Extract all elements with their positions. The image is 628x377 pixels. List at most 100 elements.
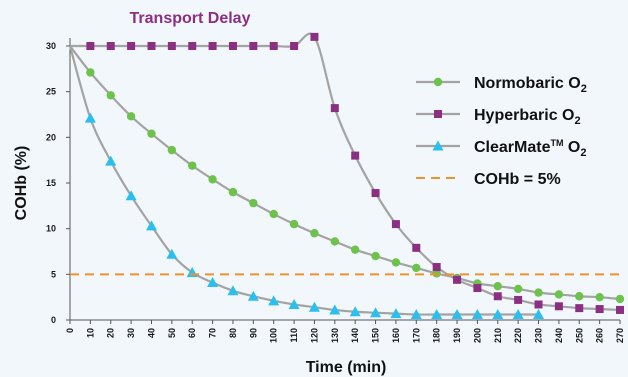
x-tick-label: 270 (615, 328, 625, 343)
x-tick-label: 60 (187, 328, 197, 338)
hyperbaric-point (249, 42, 258, 50)
clearmate-point (247, 290, 259, 301)
clearmate-point (125, 190, 137, 201)
legend-marker (433, 77, 443, 87)
clearmate-point (308, 301, 320, 312)
clearmate-point (207, 277, 219, 288)
normobaric-point (106, 91, 115, 100)
normobaric-point (208, 175, 217, 184)
normobaric-point (249, 198, 258, 208)
x-tick-label: 180 (432, 328, 442, 343)
legend: Normobaric O2 Hyperbaric O2 ClearMateTM O2… (416, 75, 587, 188)
clearmate-point (370, 307, 382, 318)
hyperbaric-point (575, 304, 584, 313)
clearmate-point (84, 112, 96, 123)
x-tick-label: 80 (228, 328, 238, 338)
hyperbaric-point (371, 189, 380, 198)
legend-label: Hyperbaric O2 (474, 107, 581, 127)
clearmate-point (471, 309, 483, 320)
hyperbaric-point (290, 42, 299, 50)
x-tick-label: 210 (493, 328, 503, 343)
normobaric-point (228, 187, 238, 197)
hyperbaric-point (432, 263, 441, 272)
y-tick-label: 5 (51, 269, 56, 279)
clearmate-point (268, 295, 280, 306)
normobaric-point (188, 161, 197, 170)
hyperbaric-point (269, 42, 278, 50)
hyperbaric-series (70, 32, 624, 314)
hyperbaric-point (391, 220, 400, 229)
hyperbaric-point (351, 151, 360, 160)
normobaric-point (554, 290, 564, 299)
hyperbaric-point (188, 42, 197, 50)
x-tick-label: 90 (248, 328, 258, 338)
y-tick-label: 15 (46, 178, 56, 188)
normobaric-line (69, 45, 621, 301)
hyperbaric-point (514, 295, 523, 304)
hyperbaric-point (208, 42, 217, 50)
x-tick-label: 250 (574, 328, 584, 343)
normobaric-point (391, 258, 401, 267)
x-tick-label: 240 (554, 328, 564, 343)
clearmate-point (431, 309, 443, 320)
hyperbaric-point (595, 305, 604, 314)
hyperbaric-line (70, 32, 621, 312)
normobaric-point (513, 284, 523, 294)
hyperbaric-point (147, 42, 156, 50)
y-tick-label: 30 (46, 41, 56, 51)
legend-item-hyperbaric: Hyperbaric O2 (416, 107, 581, 127)
hyperbaric-point (127, 42, 136, 50)
normobaric-point (615, 294, 625, 304)
hyperbaric-point (86, 42, 95, 50)
hyperbaric-point (412, 243, 421, 252)
hyperbaric-point (534, 300, 543, 309)
clearmate-point (349, 306, 361, 317)
clearmate-point (288, 298, 300, 309)
x-tick-label: 220 (513, 328, 523, 343)
clearmate-point (166, 248, 178, 259)
hyperbaric-point (554, 302, 563, 311)
x-tick-label: 170 (411, 328, 421, 343)
normobaric-point (147, 129, 156, 138)
hyperbaric-point (228, 42, 237, 50)
normobaric-point (575, 292, 584, 301)
clearmate-point (227, 285, 239, 296)
x-tick-label: 190 (452, 328, 462, 343)
y-tick-label: 25 (46, 87, 56, 97)
x-axis-title: Time (min) (306, 359, 387, 376)
legend-item-cohb-threshold: COHb = 5% (416, 171, 561, 188)
hyperbaric-point (330, 104, 339, 113)
normobaric-point (126, 112, 136, 121)
x-tick-label: 30 (126, 328, 136, 338)
y-tick-label: 20 (46, 132, 56, 142)
clearmate-series (68, 45, 545, 320)
normobaric-point (350, 245, 360, 254)
x-tick-label: 10 (85, 328, 95, 338)
clearmate-point (329, 304, 341, 315)
legend-label: COHb = 5% (474, 171, 561, 188)
legend-item-clearmate: ClearMateTM O2 (416, 138, 587, 159)
hyperbaric-point (106, 42, 115, 50)
normobaric-point (595, 292, 604, 302)
legend-label: Normobaric O2 (474, 75, 587, 95)
hyperbaric-point (167, 42, 176, 50)
normobaric-point (493, 282, 502, 291)
x-tick-label: 200 (472, 328, 482, 343)
x-tick-label: 100 (269, 328, 279, 343)
x-tick-label: 260 (595, 328, 605, 343)
chart-title: Transport Delay (130, 10, 251, 27)
x-tick-label: 50 (167, 328, 177, 338)
clearmate-point (533, 309, 545, 320)
clearmate-point (410, 309, 422, 320)
clearmate-point (492, 309, 504, 320)
y-axis-title: COHb (%) (13, 146, 30, 221)
x-tick-label: 110 (289, 328, 299, 343)
x-tick-label: 120 (309, 328, 319, 343)
x-tick-label: 150 (371, 328, 381, 343)
clearmate-point (105, 155, 117, 166)
hyperbaric-point (493, 292, 502, 301)
y-tick-label: 10 (46, 224, 56, 234)
legend-item-normobaric: Normobaric O2 (416, 75, 587, 95)
x-tick-label: 230 (534, 328, 544, 343)
